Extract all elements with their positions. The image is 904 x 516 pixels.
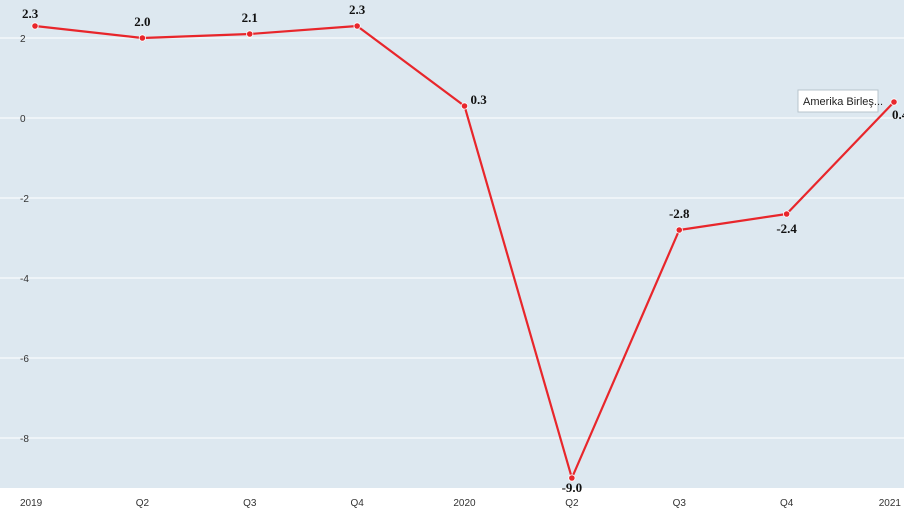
data-label: 2.0: [134, 14, 150, 29]
data-label: 2.3: [349, 2, 366, 17]
y-tick-label: -8: [20, 434, 29, 445]
x-tick-label: Q3: [243, 498, 257, 509]
data-point[interactable]: [675, 226, 683, 234]
y-tick-label: -6: [20, 354, 29, 365]
x-tick-label: 2021: [879, 498, 902, 509]
data-label: -2.4: [776, 221, 797, 236]
x-tick-label: Q2: [565, 498, 579, 509]
y-tick-label: -4: [20, 274, 29, 285]
data-label: -2.8: [669, 206, 690, 221]
data-labels: 2.3 2.0 2.1 2.3 0.3 -9.0 -2.8 -2.4 0.4: [22, 2, 904, 495]
data-point[interactable]: [31, 22, 39, 30]
series-layer: [31, 22, 898, 482]
x-tick-label: 2020: [453, 498, 476, 509]
data-label: 0.4: [892, 107, 904, 122]
tooltip-box: [797, 89, 879, 113]
data-label: 0.3: [471, 92, 488, 107]
y-tick-label: 0: [20, 114, 26, 125]
x-tick-label: Q4: [780, 498, 794, 509]
y-tick-label: 2: [20, 34, 26, 45]
data-point[interactable]: [890, 98, 898, 106]
data-label: -9.0: [562, 480, 583, 495]
data-point[interactable]: [568, 474, 576, 482]
y-axis-ticks: 2 0 -2 -4 -6 -8: [20, 34, 29, 445]
x-tick-label: Q3: [673, 498, 687, 509]
x-tick-label: 2019: [20, 498, 43, 509]
tooltip-text: Amerika Birleş...: [803, 96, 883, 108]
data-label: 2.1: [242, 10, 258, 25]
y-tick-label: -2: [20, 194, 29, 205]
plot-area: [0, 0, 904, 488]
tooltip: Amerika Birleş...: [797, 89, 883, 113]
data-point[interactable]: [783, 210, 791, 218]
data-point[interactable]: [353, 22, 361, 30]
x-axis-ticks: 2019 Q2 Q3 Q4 2020 Q2 Q3 Q4 2021: [20, 498, 901, 509]
x-tick-label: Q4: [350, 498, 364, 509]
data-point[interactable]: [138, 34, 146, 42]
data-point[interactable]: [246, 30, 254, 38]
data-point[interactable]: [460, 102, 469, 110]
x-tick-label: Q2: [136, 498, 150, 509]
data-label: 2.3: [22, 6, 39, 21]
